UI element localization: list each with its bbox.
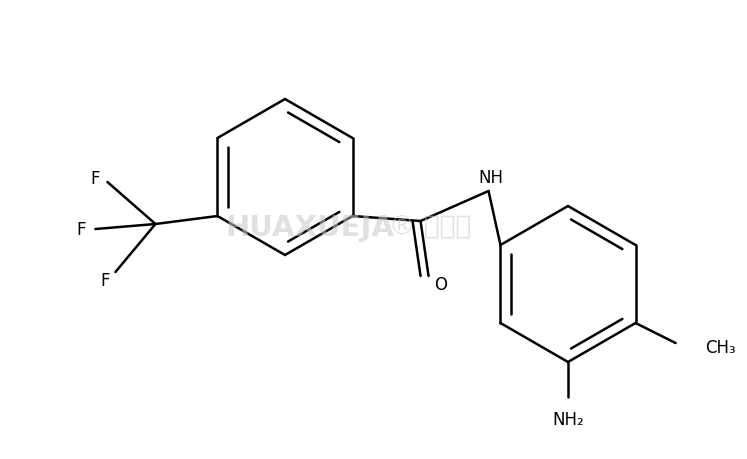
Text: F: F <box>77 220 86 239</box>
Text: ® 化学加: ® 化学加 <box>388 214 471 241</box>
Text: F: F <box>90 170 100 188</box>
Text: NH₂: NH₂ <box>552 410 584 428</box>
Text: O: O <box>434 275 447 293</box>
Text: HUAXUEJA: HUAXUEJA <box>226 213 394 241</box>
Text: CH₃: CH₃ <box>706 338 737 356</box>
Text: F: F <box>101 271 111 289</box>
Text: NH: NH <box>478 168 503 187</box>
